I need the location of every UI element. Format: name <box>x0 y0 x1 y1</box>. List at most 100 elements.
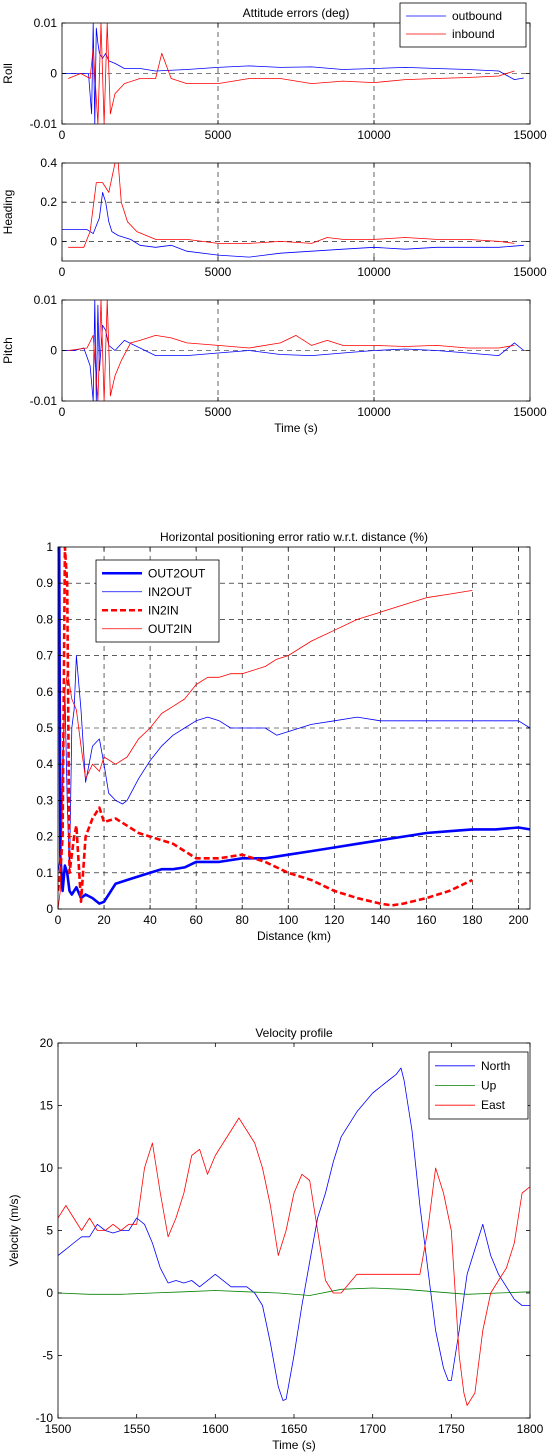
series-line-up <box>58 1287 530 1296</box>
y-tick-label: 0.4 <box>40 156 57 170</box>
y-tick-label: -0.01 <box>30 394 58 408</box>
x-tick-label: 120 <box>324 913 344 927</box>
x-tick-label: 200 <box>508 913 528 927</box>
x-tick-label: 40 <box>143 913 157 927</box>
series-line-in2in <box>58 547 473 907</box>
series-group <box>62 23 524 124</box>
legend-label-inbound: inbound <box>452 27 495 41</box>
series-group <box>62 163 524 258</box>
x-tick-label: 1500 <box>45 1422 72 1436</box>
x-tick-label: 0 <box>59 405 66 419</box>
y-tick-label: 0 <box>50 67 57 81</box>
series-line-east <box>58 1117 530 1406</box>
y-tick-label: 0.01 <box>34 16 58 30</box>
series-line-inbound <box>68 300 515 401</box>
x-tick-label: 1550 <box>123 1422 150 1436</box>
y-axis-label: Roll <box>1 63 15 84</box>
x-tick-label: 100 <box>278 913 298 927</box>
x-tick-label: 140 <box>370 913 390 927</box>
y-tick-label: 0 <box>46 1286 53 1300</box>
x-axis-label: Distance (km) <box>257 929 331 943</box>
y-tick-label: 0.2 <box>36 830 53 844</box>
series-line-outbound <box>62 23 524 124</box>
legend-label-out2out: OUT2OUT <box>148 566 206 580</box>
series-line-out2out <box>58 547 530 905</box>
chart-4: 1500 1550 1600 1650 1700 1750 1800 -10 -5 0 5 10 15 2… <box>7 1026 544 1452</box>
x-tick-label: 15000 <box>513 265 547 279</box>
legend-label-in2in: IN2IN <box>148 603 179 617</box>
y-tick-label: 0.7 <box>36 649 53 663</box>
chart-title: Attitude errors (deg) <box>243 6 350 20</box>
y-tick-label: 0.9 <box>36 576 53 590</box>
legend-label-up: Up <box>481 1079 497 1093</box>
x-tick-label: 0 <box>59 128 66 142</box>
y-tick-label: 0.3 <box>36 793 53 807</box>
legend: North Up East <box>428 1051 529 1120</box>
series-line-inbound <box>68 163 515 248</box>
y-tick-label: 20 <box>40 1036 54 1050</box>
y-tick-label: 0 <box>46 902 53 916</box>
x-axis-label: Time (s) <box>272 1438 316 1452</box>
y-axis-label: Pitch <box>1 337 15 364</box>
legend-label-east: East <box>481 1098 506 1112</box>
x-tick-label: 1650 <box>281 1422 308 1436</box>
legend: outbound inbound <box>399 2 527 48</box>
x-tick-label: 1800 <box>517 1422 544 1436</box>
x-axis-label: Time (s) <box>274 421 318 435</box>
legend-box <box>399 2 527 48</box>
y-tick-label: 1 <box>46 540 53 554</box>
x-tick-label: 0 <box>55 913 62 927</box>
x-tick-label: 20 <box>97 913 111 927</box>
y-tick-label: 5 <box>46 1224 53 1238</box>
legend-label-north: North <box>481 1059 510 1073</box>
x-tick-label: 1700 <box>359 1422 386 1436</box>
x-tick-label: 80 <box>236 913 250 927</box>
y-tick-label: 0.01 <box>34 293 58 307</box>
y-tick-label: -5 <box>42 1349 53 1363</box>
legend-label-in2out: IN2OUT <box>148 585 193 599</box>
legend: OUT2OUT IN2OUT IN2IN OUT2IN <box>95 559 220 643</box>
y-tick-label: -10 <box>36 1411 54 1425</box>
y-tick-label: 0 <box>50 344 57 358</box>
chart-1: 0 5000 10000 15000 0 0.2 0.4 Heading <box>1 156 547 279</box>
series-line-inbound <box>68 23 515 124</box>
series-line-outbound <box>62 191 524 258</box>
y-tick-label: 0.2 <box>40 195 57 209</box>
y-tick-label: 0.8 <box>36 612 53 626</box>
y-tick-label: 0.1 <box>36 866 53 880</box>
legend-label-out2in: OUT2IN <box>148 622 192 636</box>
x-tick-label: 1600 <box>202 1422 229 1436</box>
x-tick-label: 160 <box>416 913 436 927</box>
x-tick-label: 10000 <box>357 405 391 419</box>
x-tick-label: 0 <box>59 265 66 279</box>
series-group <box>58 547 530 909</box>
x-tick-label: 1750 <box>438 1422 465 1436</box>
y-tick-label: -0.01 <box>30 117 58 131</box>
series-line-out2in <box>58 590 473 909</box>
x-tick-label: 60 <box>189 913 203 927</box>
x-tick-label: 5000 <box>205 128 232 142</box>
y-tick-label: 15 <box>40 1099 54 1113</box>
series-group <box>62 300 525 401</box>
x-tick-label: 5000 <box>205 265 232 279</box>
y-tick-label: 0.6 <box>36 685 53 699</box>
y-tick-label: 0 <box>50 234 57 248</box>
chart-3: 0 20 40 60 80 100 120 140 160 180 200 0 0.1 0.2 0.3 0.4… <box>36 530 531 943</box>
chart-title: Velocity profile <box>255 1026 333 1040</box>
y-tick-label: 10 <box>40 1161 54 1175</box>
x-tick-label: 10000 <box>357 128 391 142</box>
x-tick-label: 10000 <box>357 265 391 279</box>
plot-area <box>62 163 530 261</box>
series-line-in2out <box>58 655 530 874</box>
axes-box <box>61 162 531 262</box>
x-tick-label: 15000 <box>513 128 547 142</box>
legend-label-outbound: outbound <box>452 9 502 23</box>
y-tick-label: 0.5 <box>36 721 53 735</box>
y-axis-label: Heading <box>1 190 15 235</box>
y-tick-label: 0.4 <box>36 757 53 771</box>
y-axis-label: Velocity (m/s) <box>7 1194 21 1266</box>
